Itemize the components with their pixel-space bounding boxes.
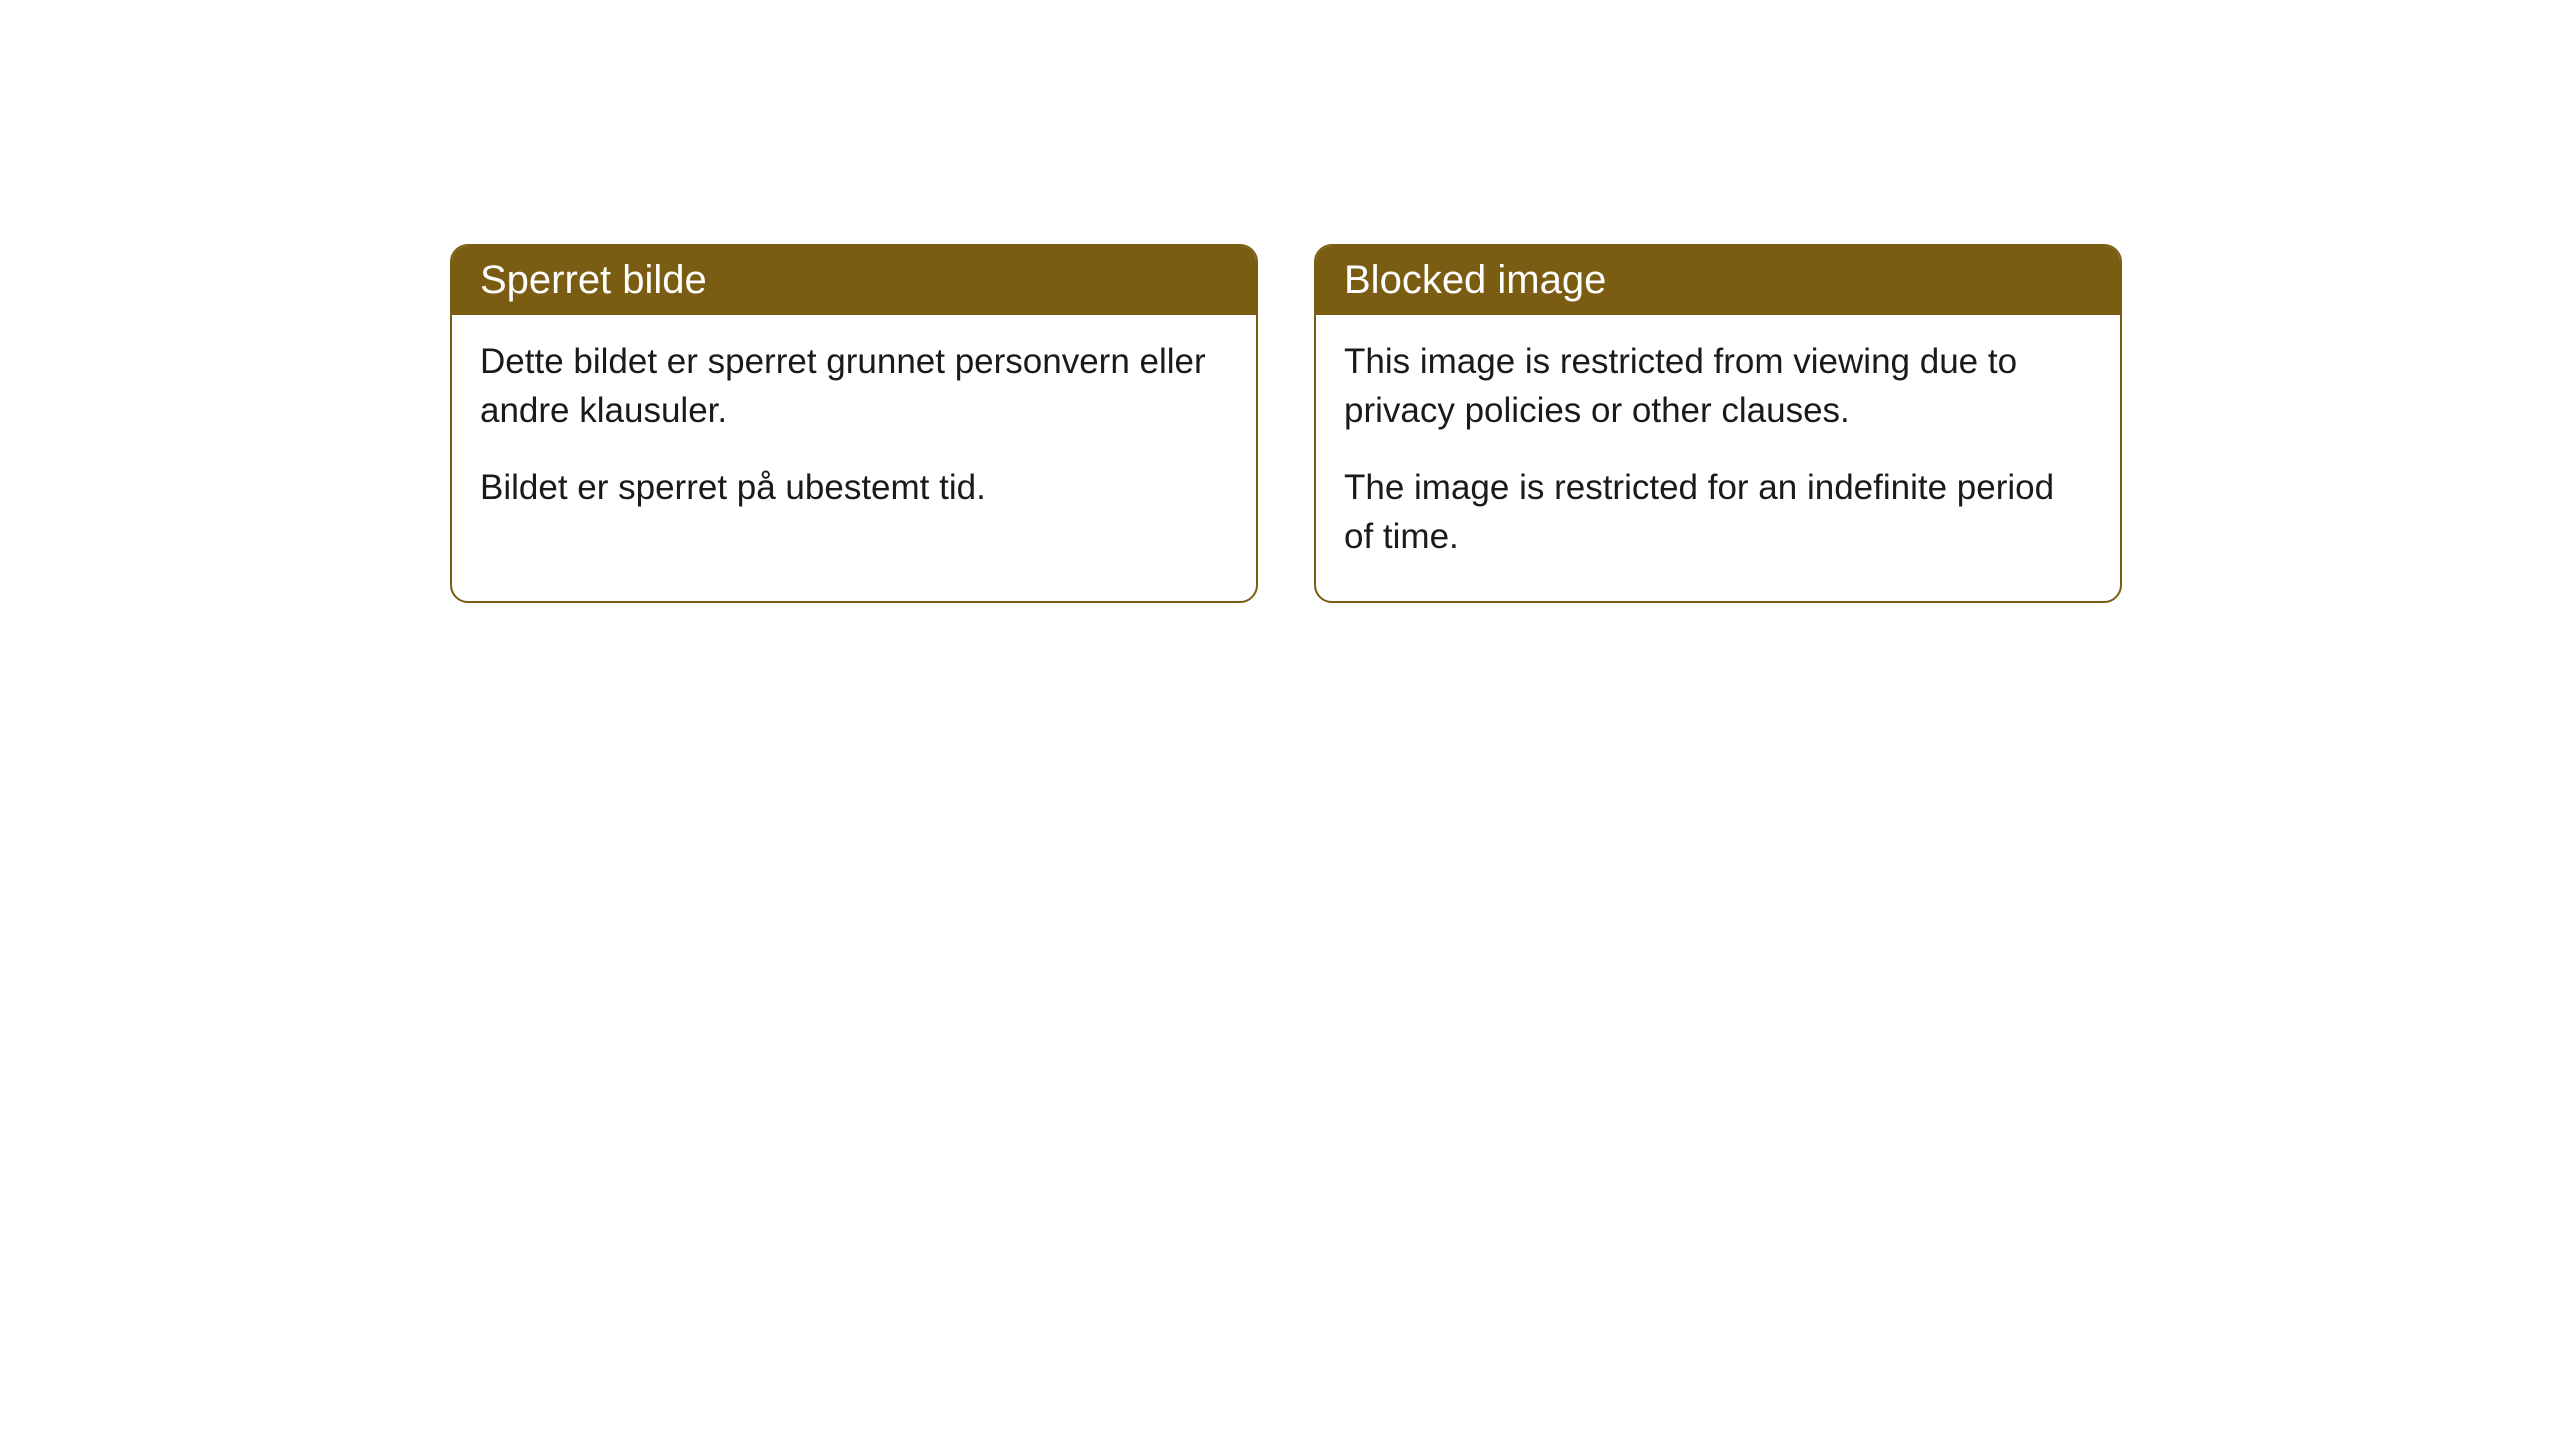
notice-card-norwegian: Sperret bilde Dette bildet er sperret gr… <box>450 244 1258 603</box>
card-body: This image is restricted from viewing du… <box>1316 315 2120 601</box>
card-body: Dette bildet er sperret grunnet personve… <box>452 315 1256 552</box>
card-paragraph: Dette bildet er sperret grunnet personve… <box>480 337 1228 435</box>
notice-container: Sperret bilde Dette bildet er sperret gr… <box>450 244 2122 603</box>
notice-card-english: Blocked image This image is restricted f… <box>1314 244 2122 603</box>
card-paragraph: This image is restricted from viewing du… <box>1344 337 2092 435</box>
card-paragraph: Bildet er sperret på ubestemt tid. <box>480 463 1228 512</box>
card-title: Sperret bilde <box>452 246 1256 315</box>
card-paragraph: The image is restricted for an indefinit… <box>1344 463 2092 561</box>
card-title: Blocked image <box>1316 246 2120 315</box>
